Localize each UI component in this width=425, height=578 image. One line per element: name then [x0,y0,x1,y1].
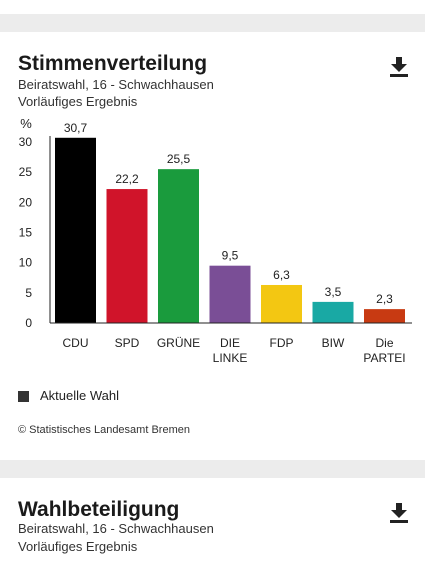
y-tick-label: 25 [19,165,33,179]
x-tick-label: SPD [115,336,140,350]
y-tick-label: 20 [19,195,33,209]
y-tick-label: 30 [19,135,33,149]
data-label: 3,5 [325,285,342,299]
x-tick-label: Die [375,336,393,350]
download-icon[interactable] [389,502,409,524]
data-label: 9,5 [222,249,239,263]
bar [55,137,96,323]
y-tick-label: 15 [19,226,33,240]
download-icon-graphic [390,503,408,523]
data-label: 25,5 [167,152,191,166]
card-subtitle-status: Vorläufiges Ergebnis [18,94,138,109]
download-icon-graphic [390,57,408,77]
bar [364,309,405,323]
vote-distribution-card: Stimmenverteilung Beiratswahl, 16 - Schw… [0,32,425,460]
card-title: Wahlbeteiligung [18,498,180,521]
y-tick-label: 10 [19,256,33,270]
source-note: © Statistisches Landesamt Bremen [18,424,190,436]
x-tick-label: DIE [220,336,240,350]
data-label: 30,7 [64,121,88,135]
card-subtitle-election: Beiratswahl, 16 - Schwachhausen [18,77,214,92]
y-axis-unit-label: % [20,116,32,131]
card-title: Stimmenverteilung [18,52,208,75]
bar [312,301,354,323]
bar [209,265,251,323]
card-subtitle-status: Vorläufiges Ergebnis [18,539,138,554]
previous-card [0,0,425,14]
bar [158,169,199,323]
data-label: 22,2 [115,172,139,186]
x-tick-label: FDP [270,336,294,350]
bar-chart: % 0 5 10 15 20 25 30 30,7 CDU 22,2 SPD 25,5 GRÜNE 9,5 D… [19,116,412,365]
turnout-card: Wahlbeteiligung Beiratswahl, 16 - Schwac… [0,478,425,578]
y-tick-label: 5 [25,286,32,300]
data-label: 2,3 [376,292,393,306]
data-label: 6,3 [273,268,290,282]
x-tick-label: CDU [63,336,89,350]
x-tick-label: LINKE [213,351,248,365]
legend-label: Aktuelle Wahl [40,388,119,403]
legend-swatch [18,391,29,402]
bar [106,189,148,323]
download-icon[interactable] [389,56,409,78]
x-tick-label: BIW [322,336,345,350]
x-tick-label: GRÜNE [157,336,200,350]
bar [261,284,302,323]
y-tick-label: 0 [25,316,32,330]
x-tick-label: PARTEI [363,351,405,365]
card-subtitle-election: Beiratswahl, 16 - Schwachhausen [18,521,214,536]
